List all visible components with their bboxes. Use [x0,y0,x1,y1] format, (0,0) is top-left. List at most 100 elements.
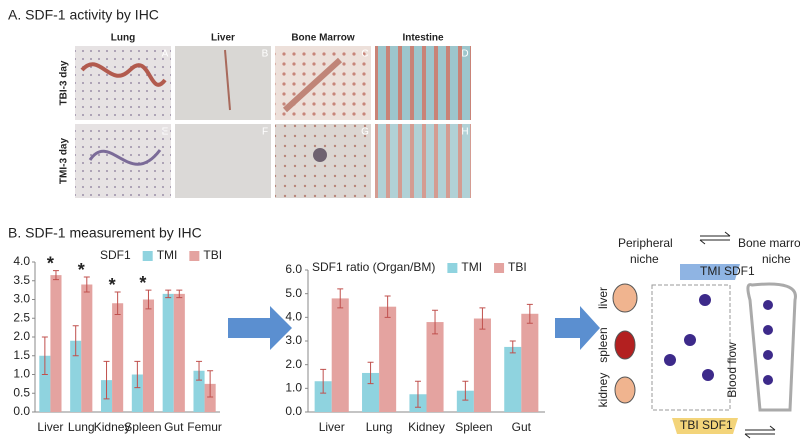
image-label: H [461,127,468,138]
column-label: Bone Marrow [291,33,355,44]
error-bar [41,336,48,375]
diagram-label: Bone marrow [738,236,800,250]
bar [193,370,205,412]
column-label: Intestine [402,33,444,44]
error-bar [114,291,121,315]
diagram-label: spleen [596,327,610,362]
diagram-label: niche [630,252,659,266]
arrows [228,306,600,350]
diagram-label: TBI SDF1 [680,418,733,432]
cell [763,350,773,360]
legend-swatch [447,263,458,273]
error-bar [72,325,79,357]
legend-label: TBI [508,260,527,274]
y-tick-label: 1.0 [285,381,302,395]
bar [426,322,444,412]
y-tick-label: 4.0 [13,254,30,268]
bar [331,298,349,412]
arrow [228,306,292,350]
y-tick-label: 5.0 [285,286,302,300]
y-tick-label: 2.0 [13,329,30,343]
x-tick-label: Liver [319,420,345,434]
error-bar [196,360,203,381]
row-label: TBI-3 day [59,60,70,105]
cell [684,334,696,346]
bar [142,299,155,412]
y-tick-label: 0.0 [13,404,30,418]
bar [112,303,124,412]
x-tick-label: Kidney [408,420,445,434]
y-tick-label: 0.0 [285,404,302,418]
bar [81,284,93,412]
column-label: Liver [211,33,235,44]
organ [614,330,636,360]
image-label: G [361,127,369,138]
bar [39,355,51,412]
error-bar [103,360,110,400]
diagram-label: niche [762,252,791,266]
y-tick-label: 3.0 [13,292,30,306]
cell [699,294,711,306]
diagram-label: liver [596,287,610,309]
error-bar [165,289,172,299]
cell [664,354,676,366]
legend-label: TMI [157,248,178,262]
vessel [651,284,731,411]
bar [521,313,539,412]
legend-title: SDF1 [100,248,131,262]
error-bar [432,309,439,335]
cell [763,300,773,310]
y-tick-label: 1.5 [13,348,30,362]
bar [131,374,143,412]
bar [173,293,185,412]
x-tick-label: Femur [187,420,222,434]
diagram-label: Peripheral [618,236,673,250]
y-tick-label: 3.0 [285,333,302,347]
bar [70,340,82,412]
column-label: Lung [111,33,135,44]
significance: * [78,260,85,280]
error-bar [414,380,421,408]
banner [672,418,738,434]
equilibrium [744,425,776,439]
bar [204,383,216,412]
error-bar [176,289,183,299]
organ [614,376,636,404]
bar [379,306,397,412]
bar [314,381,332,412]
image-label: B [262,49,269,60]
tissue [88,149,162,166]
error-bar [462,380,469,401]
legend-label: TBI [203,248,222,262]
error-bar [83,276,90,293]
tissue [224,49,231,111]
error-bar [384,295,391,318]
panel-title: B. SDF-1 measurement by IHC [8,225,202,241]
tissue [313,148,327,162]
y-tick-label: 2.5 [13,310,30,324]
y-tick-label: 6.0 [285,262,302,276]
x-tick-label: Gut [164,420,184,434]
error-bar [134,360,141,389]
bar [456,390,474,412]
image-label: D [461,49,468,60]
significance: * [47,253,54,273]
chart-title: SDF1 ratio (Organ/BM) [312,260,435,274]
cell [763,375,773,385]
image [175,124,271,198]
bar [362,372,380,412]
equilibrium [699,231,731,245]
x-tick-label: Lung [366,420,393,434]
cell [763,325,773,335]
x-tick-label: Liver [37,420,63,434]
error-bar [526,303,533,324]
panel-title: A. SDF-1 activity by IHC [8,7,159,23]
bar [50,275,62,412]
y-tick-label: 2.0 [285,357,302,371]
diagram: Peripheral niche Bone marrow niche TMI S… [596,231,800,439]
image [375,46,471,120]
legend-swatch [142,251,153,261]
organ [612,283,638,313]
legend-swatch [494,263,505,273]
banner [680,264,740,280]
